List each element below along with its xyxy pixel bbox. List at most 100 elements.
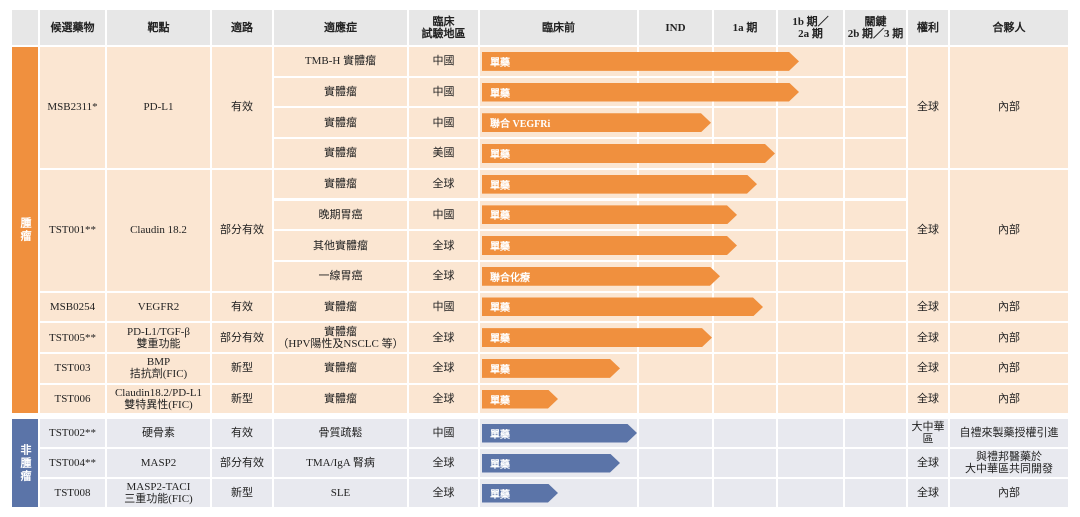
phase-cell [778,261,843,291]
cell-indication: 晚期胃癌 [274,200,407,230]
cell-route: 有效 [212,292,272,322]
cell-region: 全球 [409,231,478,260]
phase-cell [845,449,906,477]
cell-rights: 全球 [908,47,948,168]
cell-name: TST008 [40,479,105,507]
cell-rights: 全球 [908,384,948,414]
phase-cell [778,292,843,322]
cell-region: 中國 [409,419,478,447]
phase-cell [778,419,843,447]
phase-cell [778,323,843,352]
cell-target: MASP2-TACI 三重功能(FIC) [107,479,210,507]
progress-arrow: 單藥 [482,454,620,473]
header-cell: 靶點 [107,10,210,45]
cell-target: MASP2 [107,449,210,477]
cell-rights: 全球 [908,479,948,507]
cell-region: 美國 [409,139,478,168]
progress-arrow: 單藥 [482,328,712,347]
phase-cell [845,108,906,138]
cell-rights: 大中華區 [908,419,948,447]
header-cell: 權利 [908,10,948,45]
header-cell: IND [639,10,712,45]
progress-arrow: 單藥 [482,83,799,102]
phase-cell [714,354,776,383]
cell-region: 全球 [409,261,478,291]
progress-arrow: 單藥 [482,175,757,194]
progress-arrow: 單藥 [482,484,558,503]
progress-arrow: 單藥 [482,297,763,316]
cell-region: 全球 [409,479,478,507]
cell-target: BMP 拮抗劑(FIC) [107,354,210,383]
cell-name: TST006 [40,384,105,414]
phase-cell [845,261,906,291]
cell-partner: 內部 [950,354,1068,383]
cell-name: TST004** [40,449,105,477]
cell-route: 部分有效 [212,449,272,477]
cell-rights: 全球 [908,169,948,291]
phase-cell [639,479,712,507]
phase-cell [778,479,843,507]
phase-cell [845,384,906,414]
cell-indication: 實體瘤 [274,292,407,322]
phase-cell [845,292,906,322]
header-cell: 關鍵 2b 期／3 期 [845,10,906,45]
progress-arrow: 單藥 [482,52,799,71]
cell-indication: TMA/IgA 腎病 [274,449,407,477]
cell-partner: 與禮邦醫藥於 大中華區共同開發 [950,449,1068,477]
cell-partner: 內部 [950,479,1068,507]
header-cell: 適路 [212,10,272,45]
cell-partner: 內部 [950,169,1068,291]
phase-cell [845,419,906,447]
phase-cell [714,479,776,507]
header-cell: 適應症 [274,10,407,45]
phase-cell [714,323,776,352]
phase-cell [845,47,906,76]
cell-indication: 實體瘤 （HPV陽性及NSCLC 等） [274,323,407,352]
cell-target: VEGFR2 [107,292,210,322]
cell-route: 新型 [212,384,272,414]
phase-cell [778,354,843,383]
cell-name: TST003 [40,354,105,383]
phase-cell [845,354,906,383]
cell-target: Claudin18.2/PD-L1 雙特異性(FIC) [107,384,210,414]
phase-cell [778,139,843,168]
progress-arrow: 單藥 [482,424,637,443]
cell-target: 硬骨素 [107,419,210,447]
cell-indication: 骨質疏鬆 [274,419,407,447]
phase-cell [778,449,843,477]
cell-name: TST005** [40,323,105,352]
progress-arrow: 單藥 [482,144,775,163]
cell-target: PD-L1/TGF-β 雙重功能 [107,323,210,352]
cell-indication: 實體瘤 [274,139,407,168]
header-cell: 合夥人 [950,10,1068,45]
cell-rights: 全球 [908,354,948,383]
cell-indication: 實體瘤 [274,384,407,414]
cell-route: 新型 [212,479,272,507]
phase-cell [639,354,712,383]
cell-partner: 內部 [950,323,1068,352]
phase-cell [778,108,843,138]
phase-cell [845,323,906,352]
cell-route: 部分有效 [212,323,272,352]
cell-name: TST002** [40,419,105,447]
cell-partner: 自禮來製藥授權引進 [950,419,1068,447]
header-corner [12,10,38,45]
header-cell: 臨床前 [480,10,637,45]
cell-route: 有效 [212,419,272,447]
cell-indication: 實體瘤 [274,354,407,383]
progress-arrow: 聯合 VEGFRi [482,113,711,132]
phase-cell [714,261,776,291]
phase-cell [778,169,843,199]
progress-arrow: 單藥 [482,236,737,255]
cell-indication: 一線胃癌 [274,261,407,291]
cell-indication: 實體瘤 [274,108,407,138]
phase-cell [714,108,776,138]
cell-indication: 其他實體瘤 [274,231,407,260]
phase-cell [639,419,712,447]
progress-arrow: 單藥 [482,205,737,224]
header-cell: 1a 期 [714,10,776,45]
header-cell: 候選藥物 [40,10,105,45]
group-label: 非腫瘤 [12,419,38,507]
cell-partner: 內部 [950,47,1068,168]
